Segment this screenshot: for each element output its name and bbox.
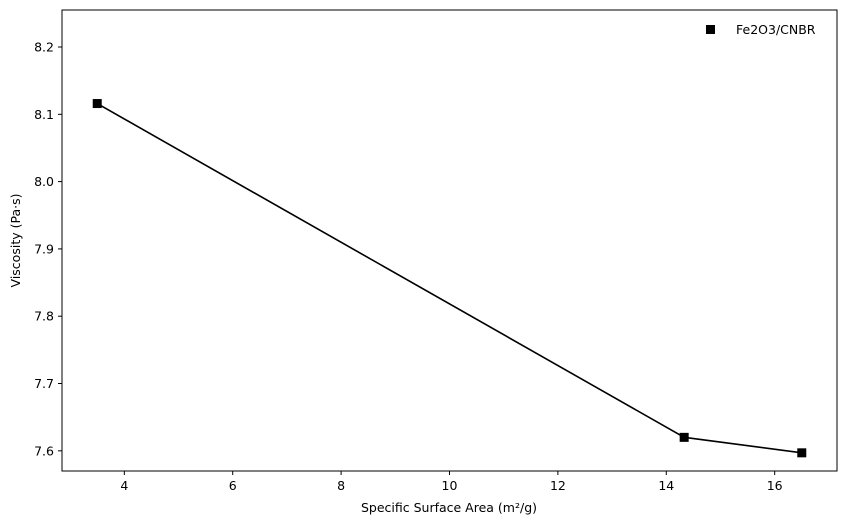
ticks-layer: 4 6 8 10 12 14 16 7.6 7.7 7.8 7.9 8.0 8.1 8.2	[34, 40, 783, 493]
y-tick-label: 7.6	[34, 443, 54, 458]
y-tick-label: 7.8	[34, 309, 54, 324]
legend-marker-fe2o3-cnbr	[706, 25, 715, 34]
x-axis-label: Specific Surface Area (m²/g)	[361, 500, 537, 515]
data-point-0-2	[797, 448, 807, 458]
x-tick-label: 10	[442, 478, 458, 493]
plot-frame	[61, 9, 838, 472]
y-tick-label: 8.2	[34, 40, 54, 55]
data-point-0-0	[92, 99, 102, 109]
x-tick-label: 14	[658, 478, 674, 493]
data-point-0-1	[679, 432, 689, 442]
y-tick-label: 8.0	[34, 174, 54, 189]
x-tick-label: 16	[767, 478, 783, 493]
series-layer	[92, 99, 807, 458]
legend-label-fe2o3-cnbr: Fe2O3/CNBR	[736, 22, 816, 37]
legend: Fe2O3/CNBR	[706, 22, 816, 37]
x-tick-label: 6	[229, 478, 237, 493]
x-tick-label: 8	[337, 478, 345, 493]
y-axis-label: Viscosity (Pa·s)	[8, 194, 23, 288]
x-tick-label: 4	[120, 478, 128, 493]
y-tick-label: 8.1	[34, 107, 54, 122]
x-tick-label: 12	[550, 478, 566, 493]
y-tick-label: 7.9	[34, 241, 54, 256]
plot-background	[62, 10, 837, 471]
y-tick-label: 7.7	[34, 376, 54, 391]
